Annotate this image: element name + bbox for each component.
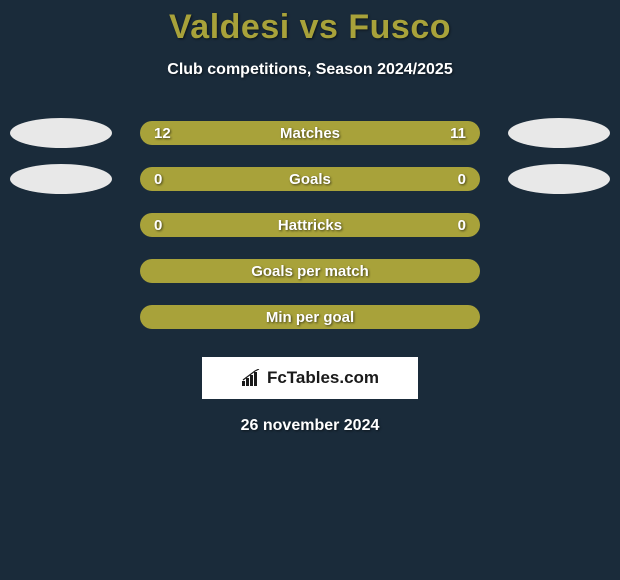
logo-badge: FcTables.com	[202, 357, 418, 399]
stat-label: Min per goal	[266, 309, 354, 326]
stat-pill: Min per goal	[140, 305, 480, 329]
stat-label: Goals	[289, 171, 331, 188]
player-marker-right	[508, 118, 610, 148]
stat-pill: Goals per match	[140, 259, 480, 283]
stat-pill: 12 Matches 11	[140, 121, 480, 145]
stat-row: 0 Goals 0	[0, 167, 620, 191]
stat-row: Goals per match	[0, 259, 620, 283]
date-text: 26 november 2024	[241, 417, 380, 435]
stat-pill: 0 Hattricks 0	[140, 213, 480, 237]
page-subtitle: Club competitions, Season 2024/2025	[167, 61, 452, 79]
infographic-container: Valdesi vs Fusco Club competitions, Seas…	[0, 0, 620, 435]
stat-value-left: 0	[154, 217, 162, 234]
stat-pill: 0 Goals 0	[140, 167, 480, 191]
page-title: Valdesi vs Fusco	[169, 8, 451, 47]
chart-icon	[241, 369, 263, 387]
logo-text: FcTables.com	[267, 368, 379, 388]
stat-label: Goals per match	[251, 263, 369, 280]
player-marker-right	[508, 164, 610, 194]
stat-label: Hattricks	[278, 217, 342, 234]
stat-row: Min per goal	[0, 305, 620, 329]
stat-value-left: 0	[154, 171, 162, 188]
stat-row: 12 Matches 11	[0, 121, 620, 145]
stat-label: Matches	[280, 125, 340, 142]
stat-value-right: 0	[458, 217, 466, 234]
stats-list: 12 Matches 11 0 Goals 0 0 Hattricks 0 Goals per m…	[0, 121, 620, 329]
stat-value-right: 0	[458, 171, 466, 188]
player-marker-left	[10, 164, 112, 194]
stat-row: 0 Hattricks 0	[0, 213, 620, 237]
stat-value-right: 11	[450, 125, 466, 142]
stat-value-left: 12	[154, 125, 171, 142]
player-marker-left	[10, 118, 112, 148]
